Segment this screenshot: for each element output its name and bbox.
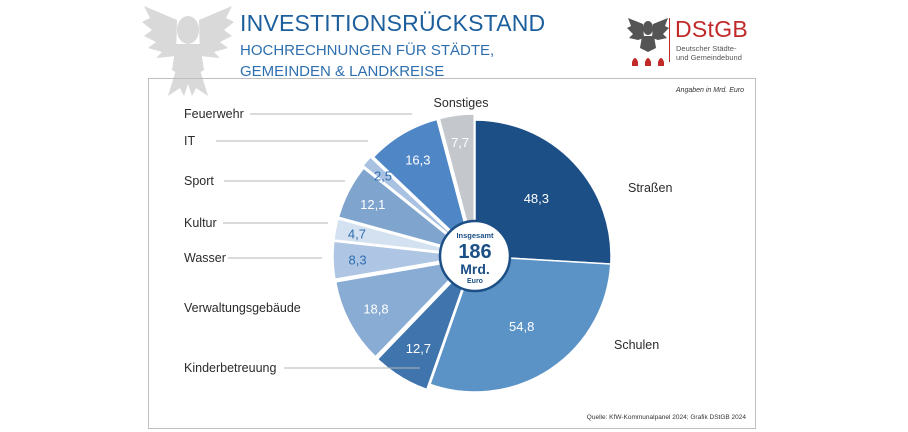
value-label-feuerwehr: 16,3 (405, 153, 430, 168)
unit-note: Angaben in Mrd. Euro (675, 87, 744, 94)
page-subtitle: HOCHRECHNUNGEN FÜR STÄDTE, GEMEINDEN & L… (240, 40, 540, 82)
value-label-kultur: 4,7 (348, 226, 366, 241)
logo-divider (669, 18, 670, 62)
center-currency: Euro (467, 278, 483, 285)
value-label-kinderbetreuung: 12,7 (406, 341, 431, 356)
value-label-wasser: 8,3 (348, 253, 366, 268)
value-label-verwaltungsgebäude: 18,8 (363, 302, 388, 317)
eagle-watermark (142, 6, 234, 96)
pie-slice-feuerwehr (372, 118, 474, 254)
value-labels: 48,3 54,8 12,7 18,8 8,3 4,7 12,1 2,5 16,3 7,7 (348, 135, 549, 356)
value-label-sport: 12,1 (360, 197, 385, 212)
pie-slice-it (361, 155, 470, 252)
center-circle (438, 219, 512, 293)
value-label-schulen: 54,8 (509, 319, 534, 334)
logo-name: DStGB (675, 16, 749, 42)
subtitle-line-2: GEMEINDEN & LANDKREISE (240, 63, 445, 80)
leader-lines (216, 113, 420, 369)
pie-slice-verwaltungsgebäude (334, 257, 472, 358)
pie-slices (332, 113, 612, 393)
value-label-straßen: 48,3 (524, 191, 549, 206)
category-label-schulen: Schulen (614, 338, 659, 352)
pie-slice-wasser (332, 240, 470, 281)
category-label-feuerwehr: Feuerwehr (184, 107, 244, 121)
value-label-sonstiges: 7,7 (451, 135, 469, 150)
category-label-verwaltungsgebäude: Verwaltungsgebäude (184, 301, 301, 315)
chart-frame (148, 78, 756, 429)
pie-slice-kultur (333, 217, 470, 256)
category-label-straßen: Straßen (628, 181, 673, 195)
category-label-it: IT (184, 134, 195, 148)
logo-subtitle-line-2: und Gemeindebund (676, 53, 742, 62)
center-unit: Mrd. (460, 261, 490, 277)
subtitle-line-1: HOCHRECHNUNGEN FÜR STÄDTE, (240, 42, 495, 59)
pie-slice-sport (337, 167, 471, 254)
category-label-kultur: Kultur (184, 216, 217, 230)
category-label-kinderbetreuung: Kinderbetreuung (184, 361, 276, 375)
category-label-sonstiges: Sonstiges (434, 96, 489, 110)
value-label-it: 2,5 (374, 169, 392, 184)
center-line-1: Insgesamt (456, 231, 494, 240)
category-label-sport: Sport (184, 174, 214, 188)
pie-slice-straßen (474, 119, 612, 265)
dstgb-logo (627, 18, 669, 66)
pie-slice-sonstiges (438, 113, 475, 251)
center-total: 186 (458, 241, 491, 263)
logo-subtitle-line-1: Deutscher Städte- (676, 44, 737, 53)
logo-subtitle: Deutscher Städte- und Gemeindebund (676, 44, 766, 62)
category-label-wasser: Wasser (184, 251, 226, 265)
source-note: Quelle: KfW-Kommunalpanel 2024; Grafik D… (586, 414, 746, 421)
page-title: INVESTITIONSRÜCKSTAND (240, 10, 546, 36)
center-badge: Insgesamt 186 Mrd. Euro (438, 219, 512, 293)
category-labels: Straßen Schulen Kinderbetreuung Verwaltungs… (184, 96, 673, 375)
pie-slice-kinderbetreuung (376, 260, 473, 391)
